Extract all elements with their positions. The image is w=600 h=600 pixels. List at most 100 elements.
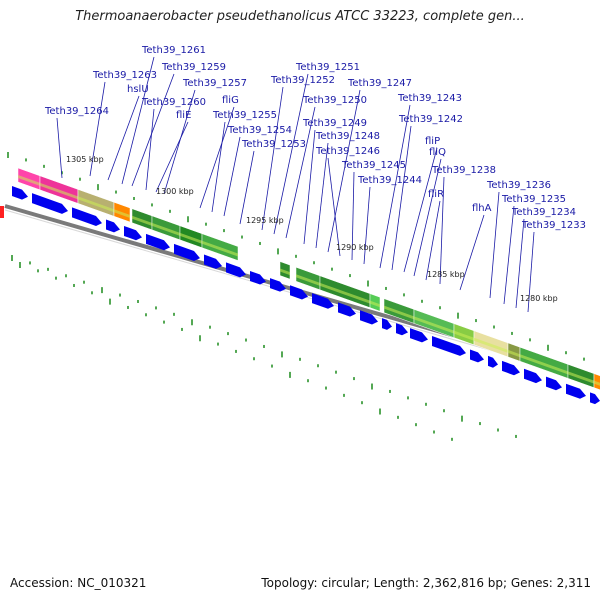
feature-band-stripe [296,274,320,286]
scale-ticks [7,152,585,441]
cds-arrow [566,383,586,399]
position-label: 1280 kbp [520,294,558,303]
accession-label: Accession: NC_010321 [10,576,147,590]
feature-band-stripe [18,175,40,186]
gene-label: Teth39_1264 [44,106,109,117]
cds-arrow [502,360,520,376]
gene-label: Teth39_1236 [486,180,551,191]
leader-line [527,231,535,313]
cds-arrow [146,233,170,251]
cds-arrow [590,392,600,405]
gene-label: Teth39_1247 [347,78,412,89]
feature-band-stripe [180,232,202,244]
feature-band-stripe [78,196,114,213]
position-label: 1285 kbp [427,270,465,279]
cds-arrow [546,376,562,391]
cds-arrow [12,186,28,200]
gene-label: Teth39_1254 [227,125,292,136]
gene-label: hslU [127,84,149,95]
cds-arrow [32,193,68,214]
cds-arrow [432,335,466,356]
cds-arrow [226,262,246,278]
leader-line [351,171,355,261]
leader-line [131,73,175,187]
feature-band-stripe [114,209,130,218]
feature-band-stripe [280,268,290,276]
leader-line [273,73,309,235]
gene-label: Teth39_1249 [302,118,367,129]
leader-line [56,117,63,179]
cds-arrow [338,302,356,317]
cds-arrow [470,349,484,363]
leader-line [89,81,106,177]
genome-title: Thermoanaerobacter pseudethanolicus ATCC… [75,9,525,24]
position-labels: 1305 kbp 1300 kbp 1295 kbp 1290 kbp 1285 kbp… [66,155,558,303]
leader-line [145,108,155,191]
gene-label: Teth39_1253 [241,139,306,150]
gene-label: Teth39_1248 [315,131,380,142]
feature-band-stripe [414,316,454,334]
gene-label: Teth39_1257 [182,78,247,89]
leader-line [303,129,316,245]
cds-arrow [204,254,222,269]
red-marker [0,206,4,218]
feature-band-stripe [202,240,238,257]
leader-line [327,157,341,257]
leader-line [315,142,329,249]
leader-line [107,95,140,181]
cds-arrow [524,368,542,384]
gene-label: flhA [472,203,492,214]
leader-line [327,89,361,253]
leader-line [163,89,196,195]
feature-band-stripe [40,182,78,200]
feature-band-stripe [320,282,370,304]
feature-band-stripe [152,222,180,236]
gene-label: Teth39_1261 [141,45,206,56]
gene-label: fliG [222,95,239,106]
leader-line [379,104,411,269]
feature-bands [17,167,600,391]
feature-band-stripe [370,300,380,308]
gene-label: Teth39_1251 [295,62,360,73]
feature-band-stripe [384,305,414,320]
leader-line [489,191,500,299]
cds-arrow [396,323,408,336]
cds-arrow [106,219,120,233]
feature-band-stripe [474,337,508,353]
leader-line [223,136,241,217]
leader-line [425,200,441,281]
cds-arrow [488,355,498,368]
cds-arrows [12,186,600,405]
leader-line [515,218,525,309]
leader-line [155,121,189,193]
feature-band-stripe [568,371,594,384]
gene-label: fliR [428,189,444,200]
leader-line [413,158,442,277]
gene-label: Teth39_1235 [501,194,566,205]
leader-line [459,214,485,291]
gene-label: Teth39_1238 [431,165,496,176]
leader-line [261,86,284,231]
position-label: 1295 kbp [246,216,284,225]
cds-arrow [410,328,428,343]
leader-line [439,176,445,285]
cds-arrow [250,270,266,285]
cds-arrow [270,278,286,292]
leader-line [121,56,155,185]
gene-label: Teth39_1243 [397,93,462,104]
leader-line [363,186,371,265]
feature-band-stripe [594,380,600,386]
leader-line [199,106,235,209]
cds-arrow [124,225,142,241]
gene-label: Teth39_1242 [398,114,463,125]
position-label: 1290 kbp [336,243,374,252]
gene-label: Teth39_1233 [521,220,586,231]
gene-label: Teth39_1259 [161,62,226,73]
feature-band-stripe [508,349,520,358]
gene-label: Teth39_1260 [141,97,206,108]
leader-line [503,205,515,305]
leader-line [285,106,316,239]
leader-line [239,150,255,225]
cds-arrow [360,310,378,325]
gene-label: fliQ [429,147,446,158]
